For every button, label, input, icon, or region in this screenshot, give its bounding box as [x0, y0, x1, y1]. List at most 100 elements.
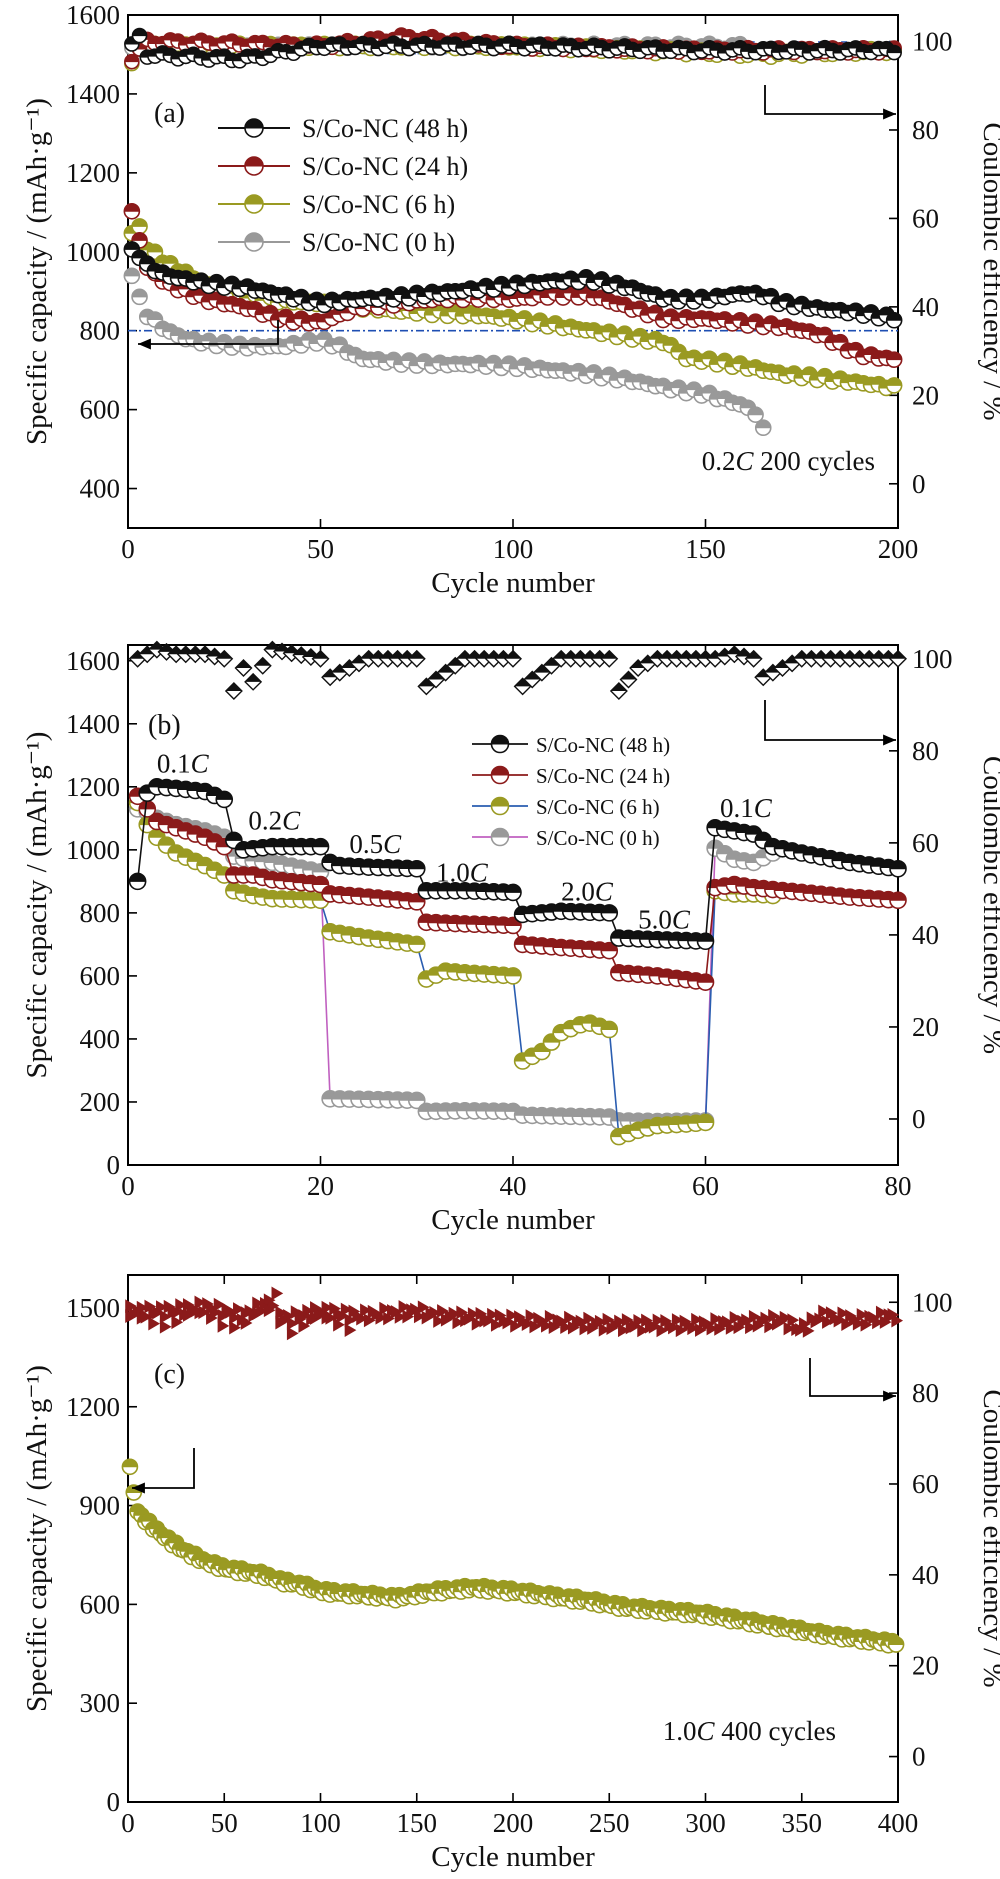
- y2-axis-label: Coulombic efficiency / %: [977, 1389, 1000, 1687]
- capacity-point-fill: [146, 311, 163, 321]
- y2-tick-label: 40: [912, 292, 939, 322]
- y2-tick-label: 80: [912, 736, 939, 766]
- y-tick-label: 300: [80, 1688, 121, 1718]
- y2-tick-label: 20: [912, 380, 939, 410]
- capacity-point-fill: [162, 255, 179, 264]
- x-tick-label: 400: [878, 1808, 919, 1838]
- y-tick-label: 1400: [66, 709, 120, 739]
- x-tick-label: 200: [493, 1808, 534, 1838]
- y-tick-label: 0: [107, 1787, 121, 1817]
- y-tick-label: 1600: [66, 646, 120, 676]
- x-tick-label: 100: [493, 534, 534, 564]
- x-axis-label: Cycle number: [431, 567, 595, 599]
- ce-point: [619, 670, 638, 689]
- legend-marker-fill: [490, 828, 510, 838]
- panel-label: (a): [154, 98, 185, 129]
- ce-point-fill: [245, 673, 262, 682]
- y-tick-label: 1000: [66, 237, 120, 267]
- x-axis-label: Cycle number: [431, 1204, 595, 1236]
- cycles-annotation: 0.2C 200 cycles: [702, 446, 875, 476]
- ce-point: [609, 682, 628, 701]
- ce-point: [148, 1316, 161, 1331]
- legend-label: S/Co-NC (0 h): [302, 228, 455, 257]
- capacity-point-fill: [123, 203, 140, 212]
- ce-point: [344, 1323, 357, 1338]
- ce-point: [124, 53, 140, 70]
- rate-label: 0.1C: [157, 749, 210, 779]
- ce-point: [271, 1286, 284, 1301]
- panel-b: 0 20 40 60 800200400600800100012001400160002…: [21, 640, 1000, 1236]
- ce-point: [891, 1313, 904, 1328]
- y-tick-label: 400: [80, 474, 121, 504]
- y2-tick-label: 40: [912, 920, 939, 950]
- y-tick-label: 800: [80, 316, 121, 346]
- ce-point: [889, 649, 907, 668]
- y2-axis-label: Coulombic efficiency / %: [977, 122, 1000, 420]
- y2-tick-label: 60: [912, 828, 939, 858]
- capacity-point-fill: [886, 377, 903, 386]
- capacity-point: [123, 202, 141, 220]
- legend-marker: [490, 796, 510, 816]
- y-tick-label: 600: [80, 395, 121, 425]
- ce-axis-arrow-head: [883, 734, 896, 746]
- ce-axis-arrow-line: [764, 85, 896, 115]
- y2-tick-label: 60: [912, 203, 939, 233]
- y-tick-label: 900: [80, 1491, 121, 1521]
- y-tick-label: 400: [80, 1024, 121, 1054]
- x-tick-label: 80: [885, 1171, 912, 1201]
- legend-marker: [244, 118, 264, 138]
- legend-marker-fill: [244, 194, 264, 205]
- capacity-point: [121, 1458, 139, 1476]
- capacity-point: [131, 288, 148, 306]
- x-tick-label: 150: [397, 1808, 438, 1838]
- y-axis-label: Specific capacity / (mAh·g⁻¹): [21, 732, 53, 1079]
- panel-c: 0 50 100 150 200 250 300 350 4000300600900120015…: [21, 1274, 1000, 1873]
- ce-point: [600, 649, 619, 668]
- panel-label: (c): [154, 1359, 185, 1390]
- capacity-series: [121, 1458, 905, 1654]
- y-axis-label: Specific capacity / (mAh·g⁻¹): [21, 98, 53, 445]
- y-tick-label: 600: [80, 1589, 121, 1619]
- capacity-point: [215, 790, 234, 809]
- y2-tick-label: 100: [912, 644, 953, 674]
- x-tick-label: 50: [307, 534, 334, 564]
- capacity-point: [504, 883, 522, 902]
- ce-point: [504, 649, 522, 668]
- y-tick-label: 1000: [66, 835, 120, 865]
- legend-marker: [244, 232, 264, 252]
- panel-a: 0 50 100 150 200 400 600 800 1000 1200 1400 1600 0 20…: [21, 0, 1000, 599]
- y2-tick-label: 20: [912, 1012, 939, 1042]
- ce-axis-arrow-head: [883, 1390, 896, 1402]
- x-tick-label: 50: [211, 1808, 238, 1838]
- capacity-point: [887, 1636, 905, 1653]
- capacity-point-fill: [131, 218, 148, 227]
- y2-tick-label: 0: [912, 1742, 926, 1772]
- legend-marker: [490, 827, 510, 847]
- x-tick-label: 150: [685, 534, 726, 564]
- capacity-point: [662, 308, 680, 325]
- capacity-point: [504, 967, 522, 985]
- legend-marker: [244, 156, 264, 176]
- capacity-point-fill: [146, 243, 163, 253]
- x-tick-label: 60: [692, 1171, 719, 1201]
- x-tick-label: 0: [121, 1171, 135, 1201]
- y2-tick-label: 100: [912, 27, 953, 57]
- y-tick-label: 1200: [66, 1392, 120, 1422]
- legend-marker: [244, 194, 264, 214]
- capacity-point: [146, 243, 164, 261]
- capacity-point: [696, 932, 715, 951]
- x-tick-label: 20: [307, 1171, 334, 1201]
- y2-tick-label: 100: [912, 1287, 953, 1317]
- capacity-point-fill: [123, 267, 140, 277]
- ce-point: [253, 656, 272, 675]
- y-tick-label: 1200: [66, 772, 120, 802]
- capacity-point: [889, 859, 907, 878]
- ce-point: [244, 672, 263, 691]
- ce-axis-arrow-line: [764, 700, 896, 741]
- y-tick-label: 800: [80, 898, 121, 928]
- y2-tick-label: 0: [912, 469, 926, 499]
- ce-point: [886, 44, 902, 61]
- legend-marker-fill: [490, 797, 510, 807]
- ce-axis-arrow-head: [883, 108, 896, 120]
- ce-point-fill: [235, 660, 252, 669]
